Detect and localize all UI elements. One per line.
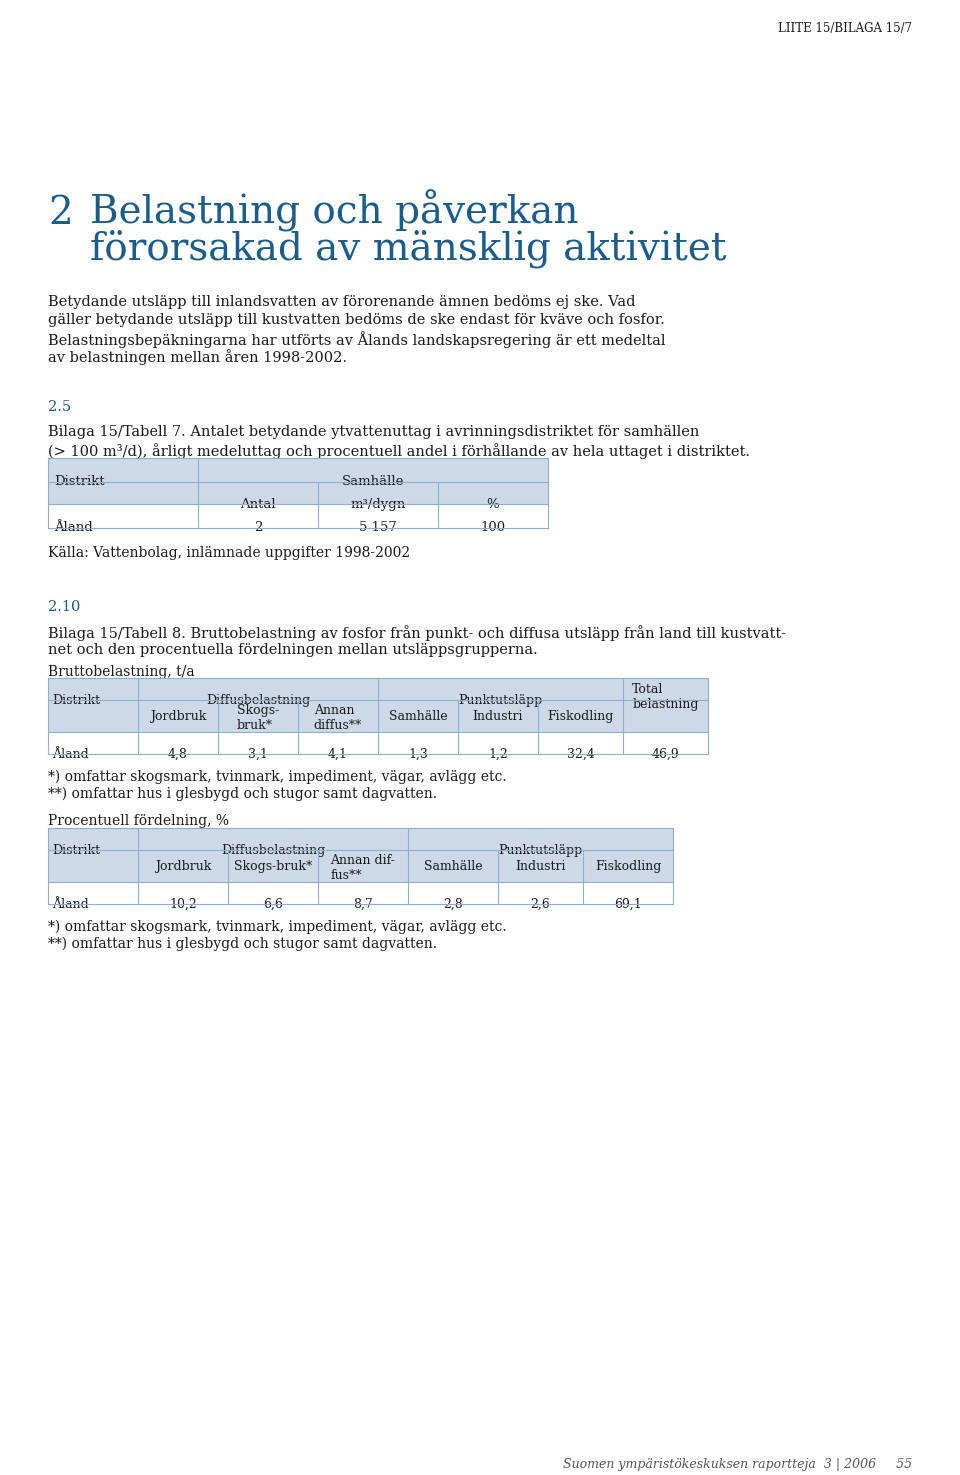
Text: Åland: Åland [54,521,93,534]
Text: 2,8: 2,8 [444,898,463,912]
Text: 1,2: 1,2 [488,748,508,761]
Text: 2,6: 2,6 [531,898,550,912]
Bar [48,850,673,882]
Text: Skogs-bruk*: Skogs-bruk* [234,860,312,873]
Bar [48,701,708,732]
Text: Total
belastning: Total belastning [633,683,699,711]
Text: 100: 100 [480,521,506,534]
Text: Industri: Industri [472,709,523,723]
Text: Betydande utsläpp till inlandsvatten av förorenande ämnen bedöms ej ske. Vad: Betydande utsläpp till inlandsvatten av … [48,295,636,308]
Text: 3,1: 3,1 [248,748,268,761]
Text: 4,8: 4,8 [168,748,188,761]
Text: *) omfattar skogsmark, tvinmark, impediment, vägar, avlägg etc.: *) omfattar skogsmark, tvinmark, impedim… [48,920,507,934]
Text: Fiskodling: Fiskodling [547,709,613,723]
Text: 1,3: 1,3 [408,748,428,761]
Text: Distrikt: Distrikt [54,475,105,488]
Text: 10,2: 10,2 [169,898,197,912]
Text: Bilaga 15/Tabell 8. Bruttobelastning av fosfor från punkt- och diffusa utsläpp f: Bilaga 15/Tabell 8. Bruttobelastning av … [48,625,786,640]
Text: Distrikt: Distrikt [52,695,100,707]
Text: 2: 2 [48,195,73,232]
Text: Bruttobelastning, t/a: Bruttobelastning, t/a [48,665,195,678]
Text: av belastningen mellan åren 1998-2002.: av belastningen mellan åren 1998-2002. [48,350,347,364]
Text: Åland: Åland [52,898,88,912]
Text: Distrikt: Distrikt [52,844,100,857]
Text: LIITE 15/BILAGA 15/7: LIITE 15/BILAGA 15/7 [778,22,912,35]
Text: Belastning och påverkan: Belastning och påverkan [90,190,579,233]
Bar [48,732,708,754]
Text: 2.10: 2.10 [48,600,81,614]
Text: Annan
diffus**: Annan diffus** [314,704,362,732]
Text: Diffusbelastning: Diffusbelastning [205,695,310,707]
Text: Procentuell fördelning, %: Procentuell fördelning, % [48,814,229,827]
Text: Industri: Industri [516,860,565,873]
Text: 46,9: 46,9 [652,748,680,761]
Text: **) omfattar hus i glesbygd och stugor samt dagvatten.: **) omfattar hus i glesbygd och stugor s… [48,937,437,951]
Text: 8,7: 8,7 [353,898,372,912]
Text: Samhälle: Samhälle [423,860,482,873]
Bar [48,459,548,482]
Text: Punktutsläpp: Punktutsläpp [498,844,583,857]
Text: Suomen ympäristökeskuksen raportteja  3 | 2006     55: Suomen ympäristökeskuksen raportteja 3 |… [563,1457,912,1471]
Bar [48,882,673,904]
Text: förorsakad av mänsklig aktivitet: förorsakad av mänsklig aktivitet [90,230,727,268]
Text: Antal: Antal [240,499,276,510]
Text: Åland: Åland [52,748,88,761]
Text: Jordbruk: Jordbruk [155,860,211,873]
Text: net och den procentuella fördelningen mellan utsläppsgrupperna.: net och den procentuella fördelningen me… [48,643,538,656]
Text: Jordbruk: Jordbruk [150,709,206,723]
Text: Belastningsbерäkningarna har utförts av Ålands landskapsregering är ett medeltal: Belastningsbерäkningarna har utförts av … [48,330,665,348]
Bar [48,827,673,850]
Text: 5 157: 5 157 [359,521,396,534]
Text: Diffusbelastning: Diffusbelastning [221,844,325,857]
Text: Skogs-
bruk*: Skogs- bruk* [237,704,279,732]
Text: m³/dygn: m³/dygn [350,499,406,510]
Text: 32,4: 32,4 [566,748,594,761]
Text: Samhälle: Samhälle [389,709,447,723]
Text: (> 100 m³/d), årligt medeluttag och procentuell andel i förhållande av hela utta: (> 100 m³/d), årligt medeluttag och proc… [48,442,750,459]
Text: Punktutsläpp: Punktutsläpp [458,695,542,707]
Text: *) omfattar skogsmark, tvinmark, impediment, vägar, avlägg etc.: *) omfattar skogsmark, tvinmark, impedim… [48,770,507,785]
Text: 2: 2 [253,521,262,534]
Text: Samhälle: Samhälle [342,475,404,488]
Text: 69,1: 69,1 [614,898,642,912]
Text: 6,6: 6,6 [263,898,283,912]
Text: Annan dif-
fus**: Annan dif- fus** [330,854,396,882]
Text: gäller betydande utsläpp till kustvatten bedöms de ske endast för kväve och fosf: gäller betydande utsläpp till kustvatten… [48,313,664,327]
Text: Källa: Vattenbolag, inlämnade uppgifter 1998-2002: Källa: Vattenbolag, inlämnade uppgifter … [48,546,410,560]
Text: Bilaga 15/Tabell 7. Antalet betydande ytvattenuttag i avrinningsdistriktet för s: Bilaga 15/Tabell 7. Antalet betydande yt… [48,425,700,440]
Bar [48,678,708,701]
Text: 4,1: 4,1 [328,748,348,761]
Text: %: % [487,499,499,510]
Text: 2.5: 2.5 [48,400,71,414]
Text: **) omfattar hus i glesbygd och stugor samt dagvatten.: **) omfattar hus i glesbygd och stugor s… [48,788,437,801]
Bar [48,504,548,528]
Text: Fiskodling: Fiskodling [595,860,661,873]
Bar [48,482,548,504]
